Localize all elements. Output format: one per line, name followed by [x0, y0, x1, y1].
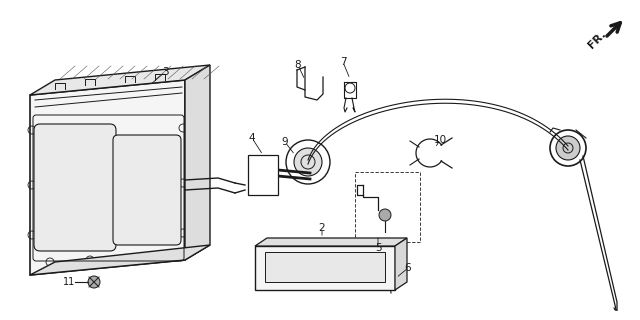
Text: 6: 6: [404, 263, 412, 273]
Circle shape: [294, 148, 322, 176]
Polygon shape: [255, 238, 407, 246]
Text: 9: 9: [282, 137, 288, 147]
Polygon shape: [30, 80, 185, 275]
Text: 5: 5: [374, 243, 381, 253]
FancyBboxPatch shape: [34, 124, 116, 251]
Circle shape: [556, 136, 580, 160]
FancyBboxPatch shape: [113, 135, 181, 245]
Circle shape: [286, 140, 330, 184]
Text: 7: 7: [340, 57, 346, 67]
Circle shape: [379, 209, 391, 221]
Text: 8: 8: [294, 60, 301, 70]
Text: 3: 3: [162, 67, 168, 77]
Text: 2: 2: [319, 223, 325, 233]
Text: FR.: FR.: [586, 29, 608, 51]
Polygon shape: [395, 238, 407, 290]
Bar: [265, 252, 385, 282]
Polygon shape: [255, 246, 395, 290]
Text: 4: 4: [249, 133, 255, 143]
Circle shape: [385, 273, 395, 283]
Text: 10: 10: [433, 135, 447, 145]
Text: 11: 11: [63, 277, 75, 287]
Bar: [355, 172, 420, 242]
Circle shape: [550, 130, 586, 166]
Polygon shape: [30, 245, 210, 275]
Circle shape: [88, 276, 100, 288]
Bar: [248, 155, 278, 195]
Polygon shape: [185, 65, 210, 260]
Polygon shape: [30, 65, 210, 95]
